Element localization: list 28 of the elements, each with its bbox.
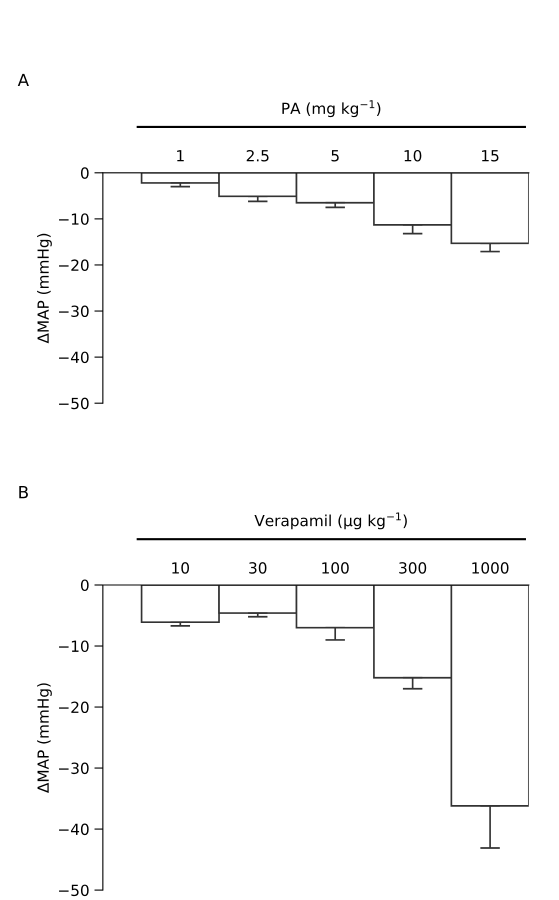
y-tick-label: −20 [59,259,89,271]
x-axis-title: PA (mg kg$^{−1}$) [282,100,380,118]
y-tick-label: −50 [59,398,89,410]
x-tick-label: 100 [322,562,349,574]
x-tick-label: 10 [172,562,190,574]
x-tick-label: 5 [332,150,339,162]
x-tick-label: 2.5 [246,150,269,162]
x-tick-label: 300 [399,562,426,574]
x-tick-label: 10 [404,150,422,162]
x-axis-title: Verapamil (μg kg$^{−1}$) [254,512,407,530]
y-tick-label: −10 [59,640,89,652]
x-tick-label: 15 [482,150,498,162]
text: B [19,486,28,498]
y-tick-label: −40 [59,352,89,364]
y-tick-label: 0 [80,167,89,179]
y-tick-label: −30 [59,762,89,774]
x-tick-label: 1000 [472,562,509,574]
y-tick-label: −30 [59,306,89,318]
text: A [18,74,29,86]
y-tick-label: −10 [59,213,89,225]
y-tick-label: 0 [80,579,89,592]
y-tick-label: −20 [59,702,89,714]
y-axis-title: ΔMAP (mmHg) [37,234,52,344]
x-tick-label: 30 [249,562,266,574]
y-tick-label: −40 [59,824,89,836]
y-axis-title: ΔMAP (mmHg) [37,683,52,793]
x-tick-label: 1 [177,150,184,162]
y-tick-label: −50 [59,884,89,896]
